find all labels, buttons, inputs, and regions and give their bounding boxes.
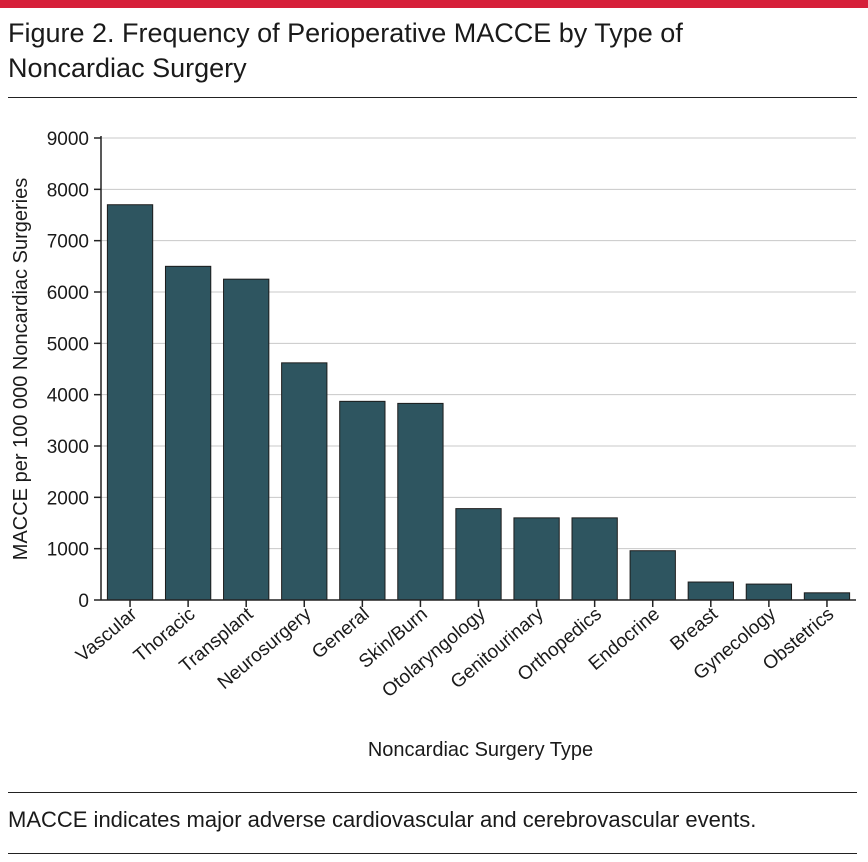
bar-otolaryngology: [455, 508, 502, 601]
bar-endocrine: [629, 550, 676, 601]
bar-chart: 0 1000 2000 3000 4000 5000 6000 7000 8000 9000 Va…: [10, 129, 856, 761]
x-tick-label: Vascular: [72, 603, 142, 666]
x-axis: VascularThoracicTransplantNeurosurgeryGe…: [72, 599, 856, 702]
bar-transplant: [223, 278, 270, 601]
y-tick-label: 7000: [47, 232, 89, 253]
y-tick-label: 5000: [47, 334, 89, 355]
bar-neurosurgery: [281, 362, 328, 601]
bar-orthopedics: [571, 517, 618, 601]
y-tick-label: 9000: [47, 129, 89, 150]
bar-general: [339, 400, 386, 601]
y-tick-label: 8000: [47, 180, 89, 201]
caption-divider-top: [8, 792, 857, 793]
bar-breast: [687, 581, 734, 601]
title-divider: [8, 97, 857, 98]
bars: [106, 204, 851, 601]
y-tick-label: 0: [78, 591, 89, 612]
y-tick-label: 6000: [47, 283, 89, 304]
y-axis-title: MACCE per 100 000 Noncardiac Surgeries: [10, 178, 32, 560]
y-tick-label: 1000: [47, 540, 89, 561]
bar-gynecology: [745, 583, 793, 601]
y-axis: 0 1000 2000 3000 4000 5000 6000 7000 8000 9000: [47, 129, 102, 612]
bar-genitourinary: [513, 517, 560, 601]
bar-obstetrics: [803, 592, 851, 601]
x-axis-title: Noncardiac Surgery Type: [368, 739, 593, 761]
bar-skin-burn: [397, 402, 444, 601]
caption-divider-bottom: [8, 853, 857, 854]
bar-thoracic: [164, 265, 212, 601]
figure-caption: MACCE indicates major adverse cardiovasc…: [8, 807, 757, 832]
y-tick-label: 3000: [47, 437, 89, 458]
bar-vascular: [106, 204, 154, 601]
x-tick-label: Otolaryngology: [378, 603, 490, 702]
y-tick-label: 2000: [47, 488, 89, 509]
figure-title: Figure 2. Frequency of Perioperative MAC…: [8, 18, 683, 83]
top-accent-rule: [0, 0, 868, 8]
gridlines: [101, 137, 856, 550]
y-tick-label: 4000: [47, 386, 89, 407]
